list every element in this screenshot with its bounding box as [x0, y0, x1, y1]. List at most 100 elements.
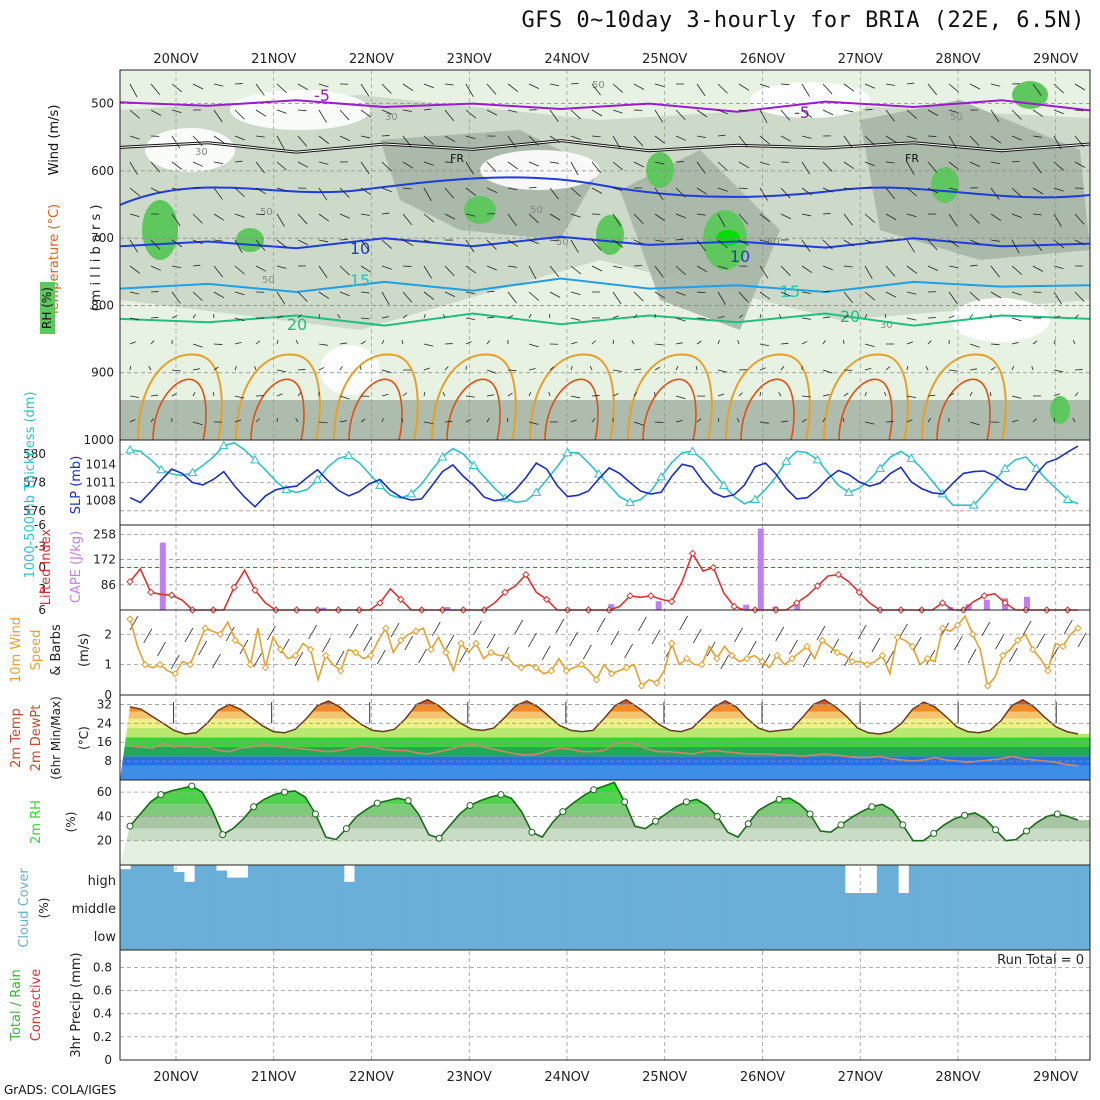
- wind-speed-point: [848, 657, 856, 666]
- date-label-top: 28NOV: [935, 52, 980, 67]
- cloud-bar: [684, 865, 697, 893]
- wind-barb: [651, 629, 661, 645]
- wind-barb: [759, 343, 770, 347]
- date-label-top: 20NOV: [153, 52, 198, 67]
- rh-contour-label: 50: [592, 80, 605, 91]
- wind-barb: [276, 339, 279, 345]
- wind-barb: [1074, 213, 1085, 225]
- wind-barb: [738, 392, 743, 397]
- cloud-bar: [567, 921, 579, 950]
- cloud-bar: [151, 921, 164, 950]
- wind-barb: [864, 291, 876, 301]
- cloud-bar: [1047, 865, 1059, 893]
- cloud-bar: [780, 893, 793, 921]
- rh2m-axis-label: (%): [64, 812, 78, 833]
- wind-barb: [150, 265, 162, 271]
- cloud-bar: [269, 921, 281, 950]
- wind-barb: [1053, 315, 1061, 319]
- wind-barb: [1053, 109, 1064, 114]
- rh-saturated: [142, 200, 178, 260]
- cloud-bar: [120, 921, 132, 950]
- wind-barb: [150, 239, 161, 251]
- wind-barb: [212, 653, 221, 669]
- wind-barb: [507, 135, 517, 149]
- wind-barb: [318, 421, 328, 424]
- wind-barb: [969, 392, 973, 397]
- cape-tick-label: 172: [93, 553, 116, 567]
- wind-barb: [912, 636, 922, 652]
- lifted-index-line: [129, 551, 1078, 611]
- cloud-bar: [183, 893, 196, 921]
- rh-contour-label: 50: [262, 275, 275, 286]
- wind-speed-point: [246, 660, 255, 669]
- cloud-bar: [183, 921, 196, 950]
- wind-barb: [150, 418, 154, 423]
- wind-barb: [445, 634, 455, 650]
- rh-contour-label: 50: [767, 237, 780, 248]
- wind-speed-point: [487, 648, 495, 657]
- wind-speed-point: [758, 657, 766, 666]
- cloud-bar: [162, 921, 174, 950]
- wind-barb: [948, 213, 958, 227]
- cloud-bar: [812, 893, 825, 921]
- wind-barb: [528, 291, 539, 301]
- cloud-bar: [1047, 893, 1059, 921]
- wind-barb: [843, 83, 855, 92]
- thickness-point: [1000, 463, 1010, 472]
- cloud-bar: [471, 865, 483, 893]
- wind-barb: [1053, 213, 1062, 227]
- cape-tick-label: 86: [101, 578, 116, 592]
- cloud-bar: [738, 921, 750, 950]
- wind-barb: [570, 213, 581, 218]
- cloud-bar: [397, 865, 409, 893]
- wind-barb: [969, 343, 980, 348]
- temp-axis-label: 2m Temp: [9, 708, 24, 768]
- wind-barb: [276, 213, 285, 227]
- wind-barb: [696, 239, 706, 252]
- cloud-bar: [972, 865, 984, 893]
- wind-speed-point: [502, 651, 510, 660]
- cloud-bar: [322, 921, 334, 950]
- boundary-layer-contour: [137, 353, 223, 441]
- wind-barb: [276, 83, 287, 94]
- cloud-bar: [514, 921, 526, 950]
- wind-barb: [948, 392, 955, 397]
- wind-barb: [906, 109, 917, 119]
- cloud-bar: [557, 865, 569, 893]
- wind-speed-point: [743, 654, 751, 663]
- cloud-bar: [429, 865, 441, 893]
- cloud-bar: [535, 893, 547, 921]
- cloud-bar: [844, 921, 856, 950]
- wind-barb: [507, 392, 513, 397]
- thickness-point: [312, 474, 323, 484]
- wind-barb: [675, 187, 686, 198]
- wind-barb: [423, 187, 432, 202]
- wind-barb: [253, 652, 262, 668]
- cloud-bar: [535, 865, 547, 893]
- wind-barb: [339, 395, 350, 400]
- wind-barb: [276, 369, 287, 373]
- wind-barb: [360, 365, 362, 371]
- lifted-index-point: [668, 597, 676, 606]
- lifted-index-point: [688, 549, 697, 558]
- cloud-bar: [493, 921, 505, 950]
- rh-contour-label: 30: [880, 320, 893, 331]
- wind-barb: [570, 135, 581, 140]
- wind-barb: [486, 369, 497, 374]
- cloud-bar: [876, 893, 888, 921]
- cloud-bar: [983, 893, 995, 921]
- cloud-bar: [1079, 865, 1091, 893]
- cloud-bar: [695, 893, 707, 921]
- wind-barb: [234, 317, 245, 322]
- wind-barb: [465, 317, 476, 321]
- rh2m-point: [157, 791, 165, 799]
- wind-barb: [927, 83, 938, 96]
- wind-barb: [423, 108, 432, 111]
- wind-barb: [759, 421, 769, 424]
- cloud-bar: [1079, 921, 1091, 950]
- wind-barb: [402, 187, 412, 190]
- wind-barb: [612, 161, 624, 171]
- wind-barb: [570, 395, 581, 399]
- lifted-tick-label: -3: [34, 539, 46, 553]
- wind-barb: [381, 369, 392, 373]
